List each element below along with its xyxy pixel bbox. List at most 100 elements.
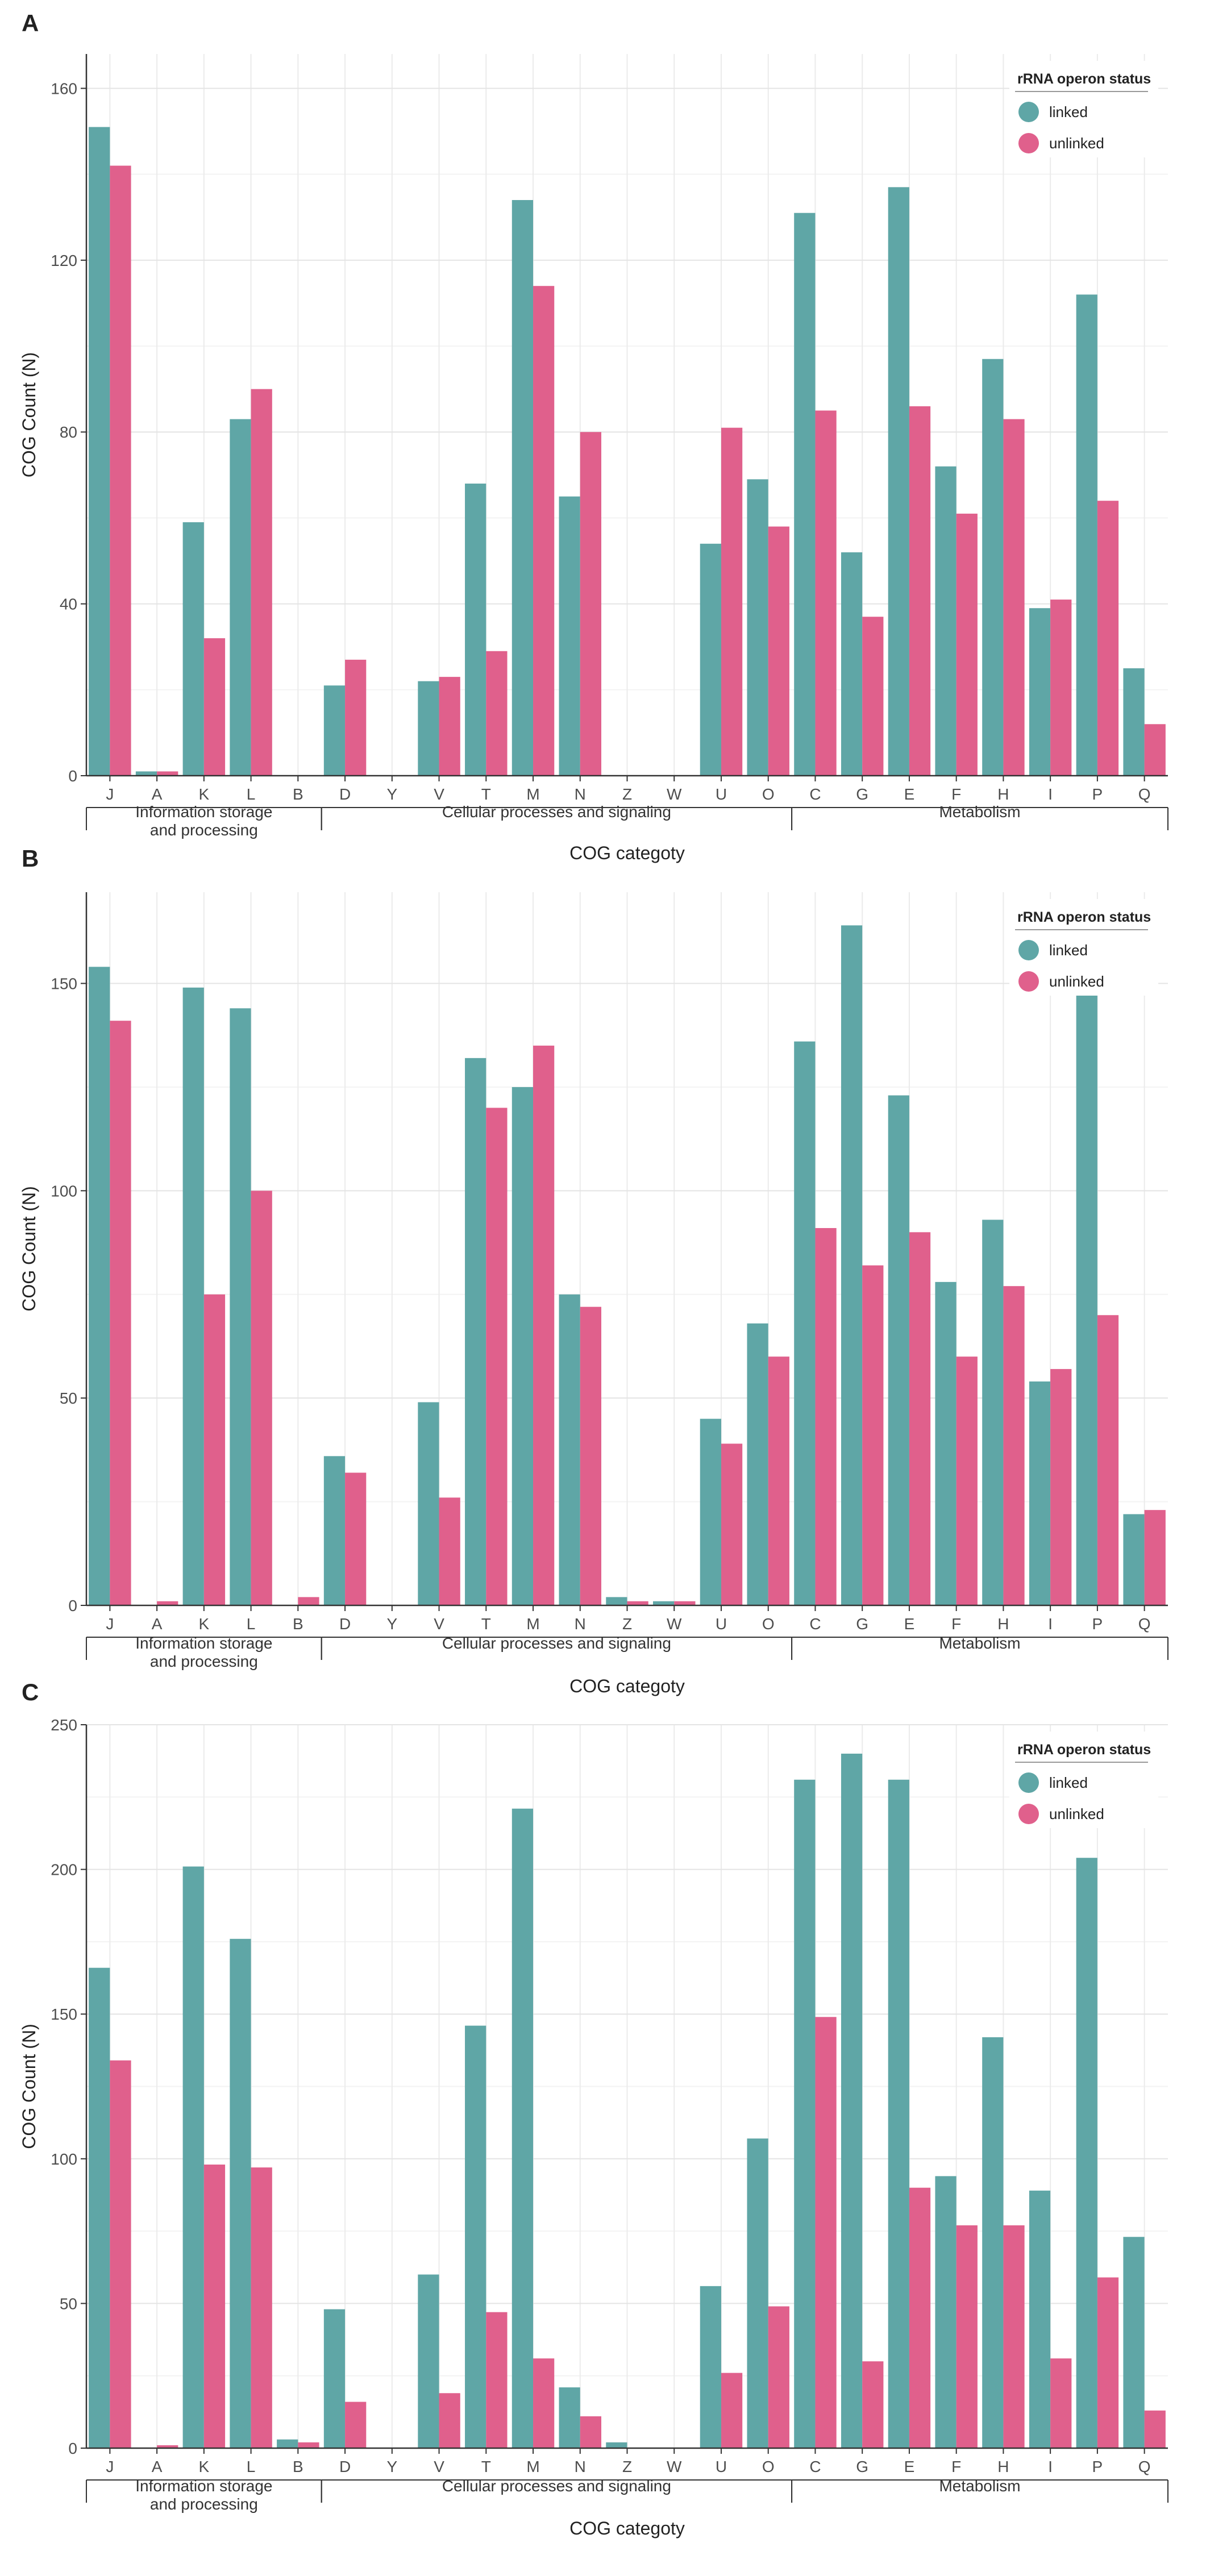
bar-unlinked-A (157, 2445, 178, 2448)
bar-linked-P (1076, 1858, 1097, 2448)
legend-title: rRNA operon status (1017, 1742, 1151, 1758)
bar-linked-N (559, 2387, 580, 2448)
x-tick-label-N: N (575, 2458, 586, 2475)
group-label: Information storage (135, 2477, 272, 2495)
legend-swatch-linked (1018, 940, 1039, 960)
bar-linked-U (700, 2286, 721, 2448)
bar-unlinked-G (862, 2361, 884, 2448)
x-tick-label-I: I (1048, 1615, 1053, 1633)
x-tick-label-I: I (1048, 785, 1053, 803)
bar-linked-I (1029, 608, 1051, 776)
bar-unlinked-Q (1144, 1510, 1166, 1605)
bar-linked-J (89, 1967, 110, 2448)
x-tick-label-B: B (293, 785, 303, 803)
bar-unlinked-Q (1144, 724, 1166, 776)
legend-label-unlinked: unlinked (1049, 135, 1104, 152)
bar-unlinked-A (157, 1601, 178, 1605)
bar-unlinked-I (1050, 600, 1072, 776)
x-tick-label-O: O (762, 1615, 775, 1633)
y-tick-label: 0 (68, 767, 77, 785)
bar-linked-D (323, 685, 346, 776)
bar-linked-D (323, 2309, 346, 2448)
x-tick-label-O: O (762, 785, 775, 803)
bar-unlinked-D (345, 1472, 367, 1605)
group-label: Information storage (135, 1634, 272, 1652)
bar-unlinked-G (862, 617, 884, 776)
x-tick-label-W: W (667, 1615, 682, 1633)
bar-unlinked-L (251, 389, 272, 776)
x-tick-label-K: K (199, 1615, 210, 1633)
bar-linked-O (747, 2138, 768, 2448)
bar-linked-F (935, 1281, 957, 1605)
bar-unlinked-O (768, 1356, 789, 1605)
x-tick-label-N: N (575, 785, 586, 803)
x-tick-label-T: T (481, 2458, 491, 2475)
legend-swatch-unlinked (1018, 1804, 1039, 1824)
bar-linked-V (418, 1402, 439, 1605)
bar-linked-L (230, 1008, 251, 1605)
bar-linked-M (511, 1087, 534, 1605)
bar-unlinked-E (909, 1232, 931, 1605)
bar-unlinked-P (1097, 2277, 1119, 2448)
bar-unlinked-I (1050, 2358, 1072, 2448)
x-tick-label-Z: Z (622, 1615, 632, 1633)
panel-label: B (22, 845, 39, 872)
x-tick-label-J: J (106, 2458, 114, 2475)
x-tick-label-F: F (951, 785, 961, 803)
x-tick-label-T: T (481, 1615, 491, 1633)
bar-unlinked-F (956, 513, 978, 776)
y-tick-label: 150 (51, 975, 77, 993)
bar-unlinked-T (486, 1108, 508, 1605)
x-tick-label-T: T (481, 785, 491, 803)
x-tick-label-H: H (997, 1615, 1009, 1633)
bar-linked-F (935, 466, 957, 776)
y-tick-label: 200 (51, 1861, 77, 1879)
x-tick-label-J: J (106, 1615, 114, 1633)
x-tick-label-M: M (526, 2458, 539, 2475)
bar-unlinked-E (909, 2187, 931, 2448)
y-tick-label: 50 (60, 1389, 77, 1407)
bar-unlinked-Q (1144, 2410, 1166, 2448)
y-tick-label: 120 (51, 252, 77, 269)
group-label: and processing (150, 2495, 258, 2513)
x-tick-label-L: L (247, 1615, 256, 1633)
group-label: Cellular processes and signaling (442, 2477, 671, 2495)
x-tick-label-M: M (526, 785, 539, 803)
legend-title: rRNA operon status (1017, 71, 1151, 87)
x-tick-label-Y: Y (386, 2458, 397, 2475)
bar-unlinked-U (721, 427, 743, 776)
y-tick-label: 0 (68, 1597, 77, 1614)
legend-swatch-unlinked (1018, 971, 1039, 992)
x-tick-label-N: N (575, 1615, 586, 1633)
bar-linked-F (935, 2176, 957, 2448)
bar-unlinked-J (110, 2060, 131, 2448)
bar-linked-E (888, 187, 909, 776)
bar-linked-Q (1123, 668, 1145, 776)
bar-linked-M (511, 200, 534, 776)
y-axis-title: COG Count (N) (19, 352, 39, 477)
bar-unlinked-A (157, 771, 178, 776)
x-tick-label-F: F (951, 2458, 961, 2475)
bar-unlinked-F (956, 2225, 978, 2448)
bar-linked-C (794, 213, 816, 776)
x-tick-label-V: V (434, 1615, 444, 1633)
x-axis-title: COG categoty (569, 2518, 685, 2538)
bar-linked-I (1029, 1381, 1051, 1605)
x-tick-label-Y: Y (386, 785, 397, 803)
x-tick-label-E: E (904, 2458, 915, 2475)
bar-unlinked-P (1097, 501, 1119, 776)
x-tick-label-W: W (667, 785, 682, 803)
x-tick-label-L: L (247, 2458, 256, 2475)
x-tick-label-M: M (526, 1615, 539, 1633)
bar-unlinked-B (298, 2442, 319, 2448)
bar-unlinked-U (721, 1443, 743, 1605)
bar-unlinked-P (1097, 1315, 1119, 1605)
x-tick-label-D: D (339, 785, 351, 803)
bar-unlinked-L (251, 2167, 272, 2448)
bar-unlinked-K (203, 2164, 226, 2448)
x-tick-label-V: V (434, 785, 444, 803)
x-tick-label-V: V (434, 2458, 444, 2475)
bar-unlinked-C (815, 2017, 837, 2448)
bar-linked-P (1076, 294, 1097, 776)
x-axis-title: COG categoty (569, 1676, 685, 1696)
